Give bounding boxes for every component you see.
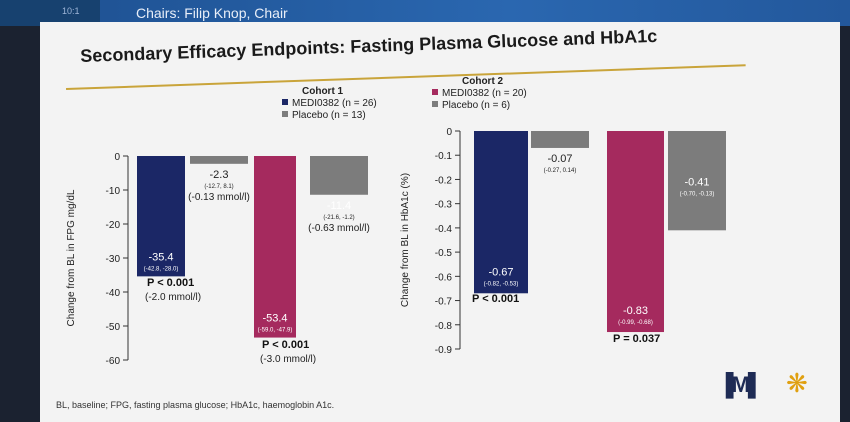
bar bbox=[474, 131, 528, 294]
bar-value-label: -0.67 bbox=[488, 266, 513, 278]
bar bbox=[137, 156, 185, 277]
y-tick-label: -0.8 bbox=[435, 321, 453, 332]
bar-ci-label: (-0.27, 0.14) bbox=[544, 168, 577, 174]
bar-ci-label: (-59.0, -47.9) bbox=[258, 328, 293, 334]
header-side-text: 10:1 bbox=[62, 6, 80, 16]
bar-mmol-label: (-0.63 mmol/l) bbox=[308, 223, 370, 234]
medimmune-logo-icon: ▐M▌ bbox=[718, 372, 763, 397]
session-chairs-text: Chairs: Filip Knop, Chair bbox=[136, 5, 288, 21]
legend-swatch bbox=[282, 111, 288, 117]
y-tick-label: -0.9 bbox=[435, 345, 453, 356]
bar bbox=[607, 131, 664, 333]
bar-value-label: -11.4 bbox=[327, 200, 351, 212]
legend-entry: Placebo (n = 13) bbox=[292, 110, 366, 121]
legend-title: Cohort 2 bbox=[462, 76, 504, 87]
bar-value-label: -2.3 bbox=[210, 169, 229, 181]
y-tick-label: -40 bbox=[106, 288, 121, 299]
p-value-label: P < 0.001 bbox=[472, 293, 519, 305]
bar-ci-label: (-0.99, -0.68) bbox=[618, 320, 653, 326]
bar-ci-label: (-0.82, -0.53) bbox=[484, 281, 519, 287]
y-tick-label: -30 bbox=[106, 254, 121, 265]
astrazeneca-logo-icon: ❋ bbox=[786, 368, 808, 398]
legend-entry: MEDI0382 (n = 26) bbox=[292, 98, 377, 109]
y-tick-label: -50 bbox=[106, 322, 121, 333]
bar-ci-label: (-42.8, -28.0) bbox=[144, 266, 179, 272]
bar-value-label: -53.4 bbox=[262, 313, 287, 325]
header-side-panel: 10:1 bbox=[0, 0, 100, 26]
y-tick-label: -0.3 bbox=[435, 200, 453, 211]
y-tick-label: 0 bbox=[114, 152, 120, 163]
y-tick-label: -0.1 bbox=[435, 151, 453, 162]
legend-swatch bbox=[432, 89, 438, 95]
y-axis-label: Change from BL in HbA1c (%) bbox=[400, 173, 411, 307]
bar-ci-label: (-21.6, -1.2) bbox=[323, 215, 354, 221]
bar bbox=[668, 131, 726, 231]
y-tick-label: -0.4 bbox=[435, 224, 453, 235]
y-tick-label: -0.2 bbox=[435, 175, 453, 186]
y-axis-label: Change from BL in FPG mg/dL bbox=[66, 189, 77, 326]
p-value-label: P < 0.001 bbox=[147, 277, 194, 289]
p-value-label: P = 0.037 bbox=[613, 333, 660, 345]
y-tick-label: -0.6 bbox=[435, 272, 453, 283]
p-value-sub-label: (-3.0 mmol/l) bbox=[260, 354, 316, 365]
legend-swatch bbox=[282, 99, 288, 105]
y-tick-label: -0.7 bbox=[435, 297, 453, 308]
p-value-sub-label: (-2.0 mmol/l) bbox=[145, 292, 201, 303]
bar-mmol-label: (-0.13 mmol/l) bbox=[188, 192, 250, 203]
legend-title: Cohort 1 bbox=[302, 86, 344, 97]
bar-ci-label: (-12.7, 8.1) bbox=[204, 184, 233, 190]
footnote: BL, baseline; FPG, fasting plasma glucos… bbox=[56, 400, 335, 410]
legend-entry: Placebo (n = 6) bbox=[442, 100, 510, 111]
y-tick-label: -10 bbox=[106, 186, 121, 197]
bar bbox=[531, 131, 589, 148]
y-tick-label: 0 bbox=[446, 127, 452, 138]
y-tick-label: -60 bbox=[106, 356, 121, 367]
session-header-bar: 10:1 Chairs: Filip Knop, Chair bbox=[0, 0, 850, 26]
y-tick-label: -0.5 bbox=[435, 248, 453, 259]
bar-value-label: -0.41 bbox=[684, 177, 709, 189]
bar-ci-label: (-0.70, -0.13) bbox=[680, 192, 715, 198]
p-value-label: P < 0.001 bbox=[262, 339, 309, 351]
legend-entry: MEDI0382 (n = 20) bbox=[442, 88, 527, 99]
bar-value-label: -0.83 bbox=[623, 305, 648, 317]
legend-swatch bbox=[432, 101, 438, 107]
y-tick-label: -20 bbox=[106, 220, 121, 231]
bar bbox=[310, 156, 368, 195]
bar bbox=[254, 156, 296, 338]
bar-value-label: -35.4 bbox=[148, 251, 173, 263]
bar bbox=[190, 156, 248, 164]
bar-value-label: -0.07 bbox=[547, 153, 572, 165]
